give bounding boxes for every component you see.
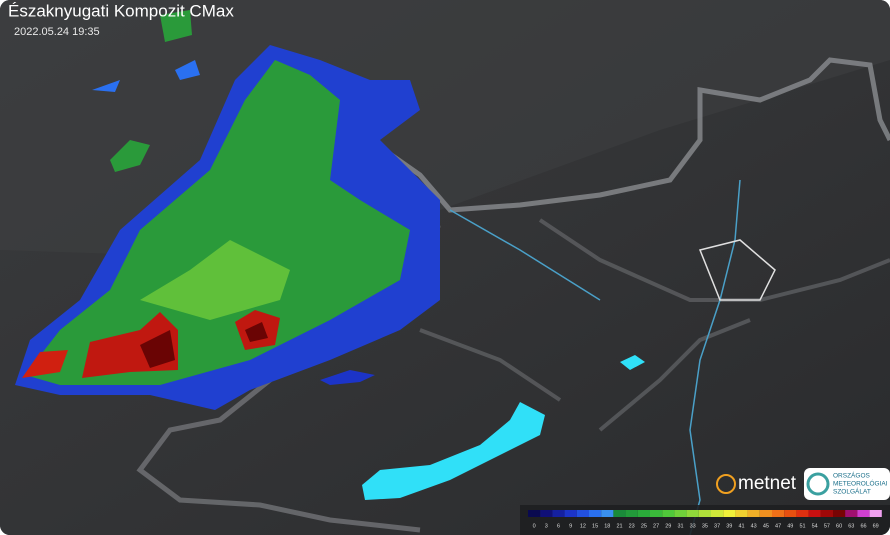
scale-swatch <box>808 510 821 517</box>
scale-label: 35 <box>702 523 708 529</box>
scale-label: 69 <box>873 523 879 529</box>
scale-swatch <box>747 510 760 517</box>
scale-swatch <box>711 510 724 517</box>
omsz-icon <box>806 472 830 496</box>
scale-swatch <box>601 510 614 517</box>
scale-label: 31 <box>677 523 683 529</box>
echo-weak <box>320 370 375 385</box>
scale-label: 41 <box>738 523 744 529</box>
city <box>698 239 776 301</box>
echo-extreme <box>140 330 175 368</box>
scale-swatch <box>869 510 882 517</box>
scale-label: 49 <box>787 523 793 529</box>
echo-moderate <box>25 60 410 385</box>
timestamp: 2022.05.24 19:35 <box>14 26 100 38</box>
scale-label: 23 <box>629 523 635 529</box>
echo-moderate <box>160 10 192 42</box>
scale-swatch <box>723 510 736 517</box>
scale-swatch <box>662 510 675 517</box>
scale-label: 45 <box>763 523 769 529</box>
scale-label: 39 <box>726 523 732 529</box>
scale-panel <box>520 505 890 535</box>
color-scale: 0 3 6 9 12 15 18 21 23 25 27 29 31 33 35 37 39 41 43 45 47 49… <box>528 510 882 529</box>
echo-strong <box>140 240 290 320</box>
lake-balaton <box>362 402 545 500</box>
scale-swatch <box>650 510 663 517</box>
echo-moderate <box>110 140 150 172</box>
omsz-line: ORSZÁGOS <box>833 471 871 480</box>
scale-swatch <box>784 510 797 517</box>
sun-icon <box>716 474 736 494</box>
scale-label: 25 <box>641 523 647 529</box>
echo-heavy <box>22 350 68 378</box>
scale-swatch <box>845 510 858 517</box>
scale-label: 6 <box>557 523 560 529</box>
metnet-logo: metnet <box>716 473 797 494</box>
scale-swatch <box>528 510 541 517</box>
scale-label: 29 <box>665 523 671 529</box>
scale-label: 18 <box>604 523 610 529</box>
scale-label: 60 <box>836 523 842 529</box>
scale-swatch <box>552 510 565 517</box>
scale-label: 0 <box>533 523 536 529</box>
lake <box>620 355 645 370</box>
omsz-line: METEOROLÓGIAI <box>833 479 888 488</box>
scale-label: 3 <box>545 523 548 529</box>
title: Északnyugati Kompozit CMax <box>8 1 234 20</box>
scale-swatch <box>589 510 602 517</box>
scale-label: 51 <box>799 523 805 529</box>
scale-swatch <box>857 510 870 517</box>
scale-swatch <box>625 510 638 517</box>
scale-swatch <box>564 510 577 517</box>
scale-swatch <box>686 510 699 517</box>
scale-swatch <box>674 510 687 517</box>
scale-swatch <box>735 510 748 517</box>
scale-label: 21 <box>616 523 622 529</box>
scale-label: 43 <box>751 523 757 529</box>
scale-swatch <box>796 510 809 517</box>
scale-label: 47 <box>775 523 781 529</box>
metnet-text: metnet <box>738 473 797 494</box>
scale-label: 33 <box>690 523 696 529</box>
border <box>368 57 890 213</box>
echo-extreme <box>245 322 268 342</box>
scale-swatch <box>698 510 711 517</box>
echo-weak <box>92 60 200 92</box>
scale-swatch <box>613 510 626 517</box>
scale-swatch <box>772 510 785 517</box>
scale-label: 63 <box>848 523 854 529</box>
scale-label: 54 <box>812 523 818 529</box>
scale-label: 9 <box>569 523 572 529</box>
scale-swatch <box>576 510 589 517</box>
scale-label: 27 <box>653 523 659 529</box>
scale-label: 15 <box>592 523 598 529</box>
scale-label: 12 <box>580 523 586 529</box>
scale-swatch <box>759 510 772 517</box>
scale-label: 66 <box>860 523 866 529</box>
scale-label: 57 <box>824 523 830 529</box>
scale-label: 37 <box>714 523 720 529</box>
omsz-line: SZOLGÁLAT <box>833 487 871 496</box>
scale-swatch <box>637 510 650 517</box>
river <box>449 179 741 535</box>
scale-swatch <box>820 510 833 517</box>
scale-swatch <box>833 510 846 517</box>
scale-swatch <box>540 510 553 517</box>
